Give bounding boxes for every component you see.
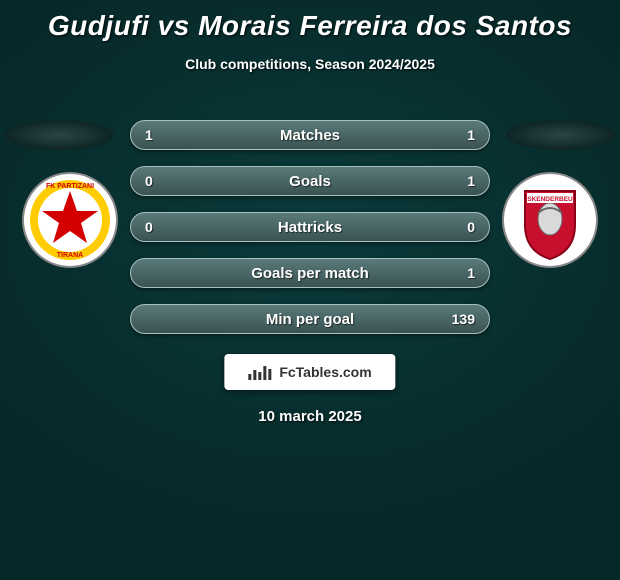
bars-icon xyxy=(248,364,273,380)
stat-label: Hattricks xyxy=(131,219,489,236)
right-player-shadow xyxy=(506,120,616,150)
svg-text:SKENDERBEU: SKENDERBEU xyxy=(527,196,573,203)
oval-shadow xyxy=(4,120,114,150)
partizani-crest-icon: FK PARTIZANI TIRANA xyxy=(25,175,115,265)
stat-row-goals-per-match: Goals per match 1 xyxy=(130,258,490,288)
stat-row-matches: 1 Matches 1 xyxy=(130,120,490,150)
watermark-badge: FcTables.com xyxy=(224,354,395,390)
comparison-infographic: Gudjufi vs Morais Ferreira dos Santos Cl… xyxy=(0,0,620,580)
oval-shadow xyxy=(506,120,616,150)
stat-left-value: 0 xyxy=(145,173,153,189)
left-player-shadow xyxy=(4,120,114,150)
stat-right-value: 139 xyxy=(452,311,475,327)
stat-right-value: 1 xyxy=(467,265,475,281)
watermark-text: FcTables.com xyxy=(279,364,371,380)
stat-row-goals: 0 Goals 1 xyxy=(130,166,490,196)
stat-label: Matches xyxy=(131,127,489,144)
stat-label: Goals xyxy=(131,173,489,190)
stat-left-value: 0 xyxy=(145,219,153,235)
stat-label: Min per goal xyxy=(131,311,489,328)
stat-right-value: 0 xyxy=(467,219,475,235)
stat-row-hattricks: 0 Hattricks 0 xyxy=(130,212,490,242)
stats-column: 1 Matches 1 0 Goals 1 0 Hattricks 0 Goal… xyxy=(130,120,490,334)
stat-left-value: 1 xyxy=(145,127,153,143)
generated-date: 10 march 2025 xyxy=(0,408,620,425)
stat-label: Goals per match xyxy=(131,265,489,282)
svg-text:TIRANA: TIRANA xyxy=(57,252,83,259)
svg-text:FK PARTIZANI: FK PARTIZANI xyxy=(46,183,94,190)
stat-right-value: 1 xyxy=(467,173,475,189)
stat-right-value: 1 xyxy=(467,127,475,143)
right-club-crest: SKENDERBEU xyxy=(502,172,598,268)
subtitle: Club competitions, Season 2024/2025 xyxy=(0,56,620,72)
skenderbeu-crest-icon: SKENDERBEU xyxy=(505,175,595,265)
left-club-crest: FK PARTIZANI TIRANA xyxy=(22,172,118,268)
stat-row-min-per-goal: Min per goal 139 xyxy=(130,304,490,334)
page-title: Gudjufi vs Morais Ferreira dos Santos xyxy=(0,0,620,42)
